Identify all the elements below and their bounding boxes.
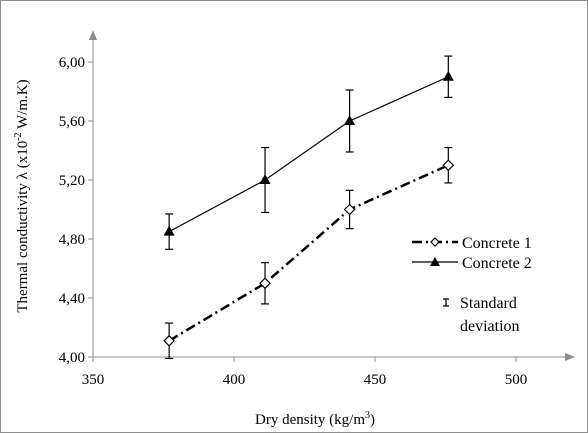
y-tick-label: 4,40 [59, 291, 85, 307]
data-point-concrete-1 [442, 159, 455, 172]
x-axis-arrow [565, 353, 575, 361]
x-tick-group: 350 400 450 500 [82, 357, 528, 388]
x-tick-label: 500 [505, 372, 528, 388]
legend-label-std-line1: Standard [460, 295, 517, 312]
x-tick-label: 450 [364, 372, 387, 388]
y-tick-label: 4,80 [59, 232, 85, 248]
y-tick-label: 5,20 [59, 173, 85, 189]
legend-marker-concrete-1 [430, 237, 440, 247]
data-point-concrete-1 [259, 277, 271, 290]
y-axis-arrow [89, 30, 97, 40]
data-point-concrete-1 [343, 203, 356, 216]
legend-label-std-line2: deviation [460, 318, 520, 335]
x-axis-title: Dry density (kg/m3) [255, 410, 375, 428]
legend: Concrete 1 Concrete 2 Standard deviation [412, 235, 532, 335]
x-tick-label: 400 [223, 372, 246, 388]
data-point-concrete-2 [163, 225, 175, 236]
legend-marker-concrete-2 [430, 257, 440, 266]
y-tick-label: 4,00 [59, 350, 85, 366]
legend-errorbar-icon [443, 298, 449, 307]
legend-label-concrete-1: Concrete 1 [462, 235, 532, 252]
series-line-concrete-1 [168, 164, 449, 342]
data-point-concrete-2 [344, 115, 356, 125]
series-line-concrete-2 [168, 76, 449, 233]
y-axis-title: Thermal conductivity λ (x10-2 W/m.K) [13, 79, 31, 312]
y-tick-label: 5,60 [59, 114, 85, 130]
y-tick-group: 4,00 4,40 4,80 5,20 5,60 6,00 [59, 55, 93, 366]
series-group [163, 55, 455, 360]
data-point-concrete-2 [259, 174, 271, 184]
y-tick-label: 6,00 [59, 55, 85, 71]
data-point-concrete-2 [442, 70, 454, 81]
x-tick-label: 350 [82, 372, 105, 388]
data-point-concrete-1 [163, 334, 175, 347]
legend-label-concrete-2: Concrete 2 [462, 255, 532, 272]
